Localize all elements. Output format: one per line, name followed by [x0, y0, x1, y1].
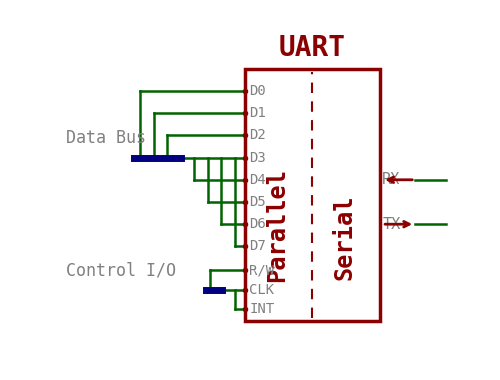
Text: Data Bus: Data Bus [66, 129, 146, 147]
Text: D3: D3 [250, 150, 266, 165]
Text: R/W: R/W [250, 263, 274, 277]
Text: INT: INT [250, 302, 274, 316]
Text: D4: D4 [250, 173, 266, 187]
Text: D1: D1 [250, 106, 266, 120]
Text: D2: D2 [250, 128, 266, 142]
Text: TX: TX [382, 217, 400, 232]
Text: CLK: CLK [250, 283, 274, 297]
Text: D0: D0 [250, 84, 266, 98]
Bar [244, 69, 380, 321]
Text: D7: D7 [250, 239, 266, 253]
Text: RX: RX [382, 172, 400, 187]
Text: Parallel: Parallel [265, 168, 289, 282]
Text: D5: D5 [250, 195, 266, 209]
Text: UART: UART [279, 34, 346, 62]
Text: Serial: Serial [333, 195, 357, 280]
Text: Control I/O: Control I/O [66, 261, 176, 279]
Text: D6: D6 [250, 217, 266, 231]
